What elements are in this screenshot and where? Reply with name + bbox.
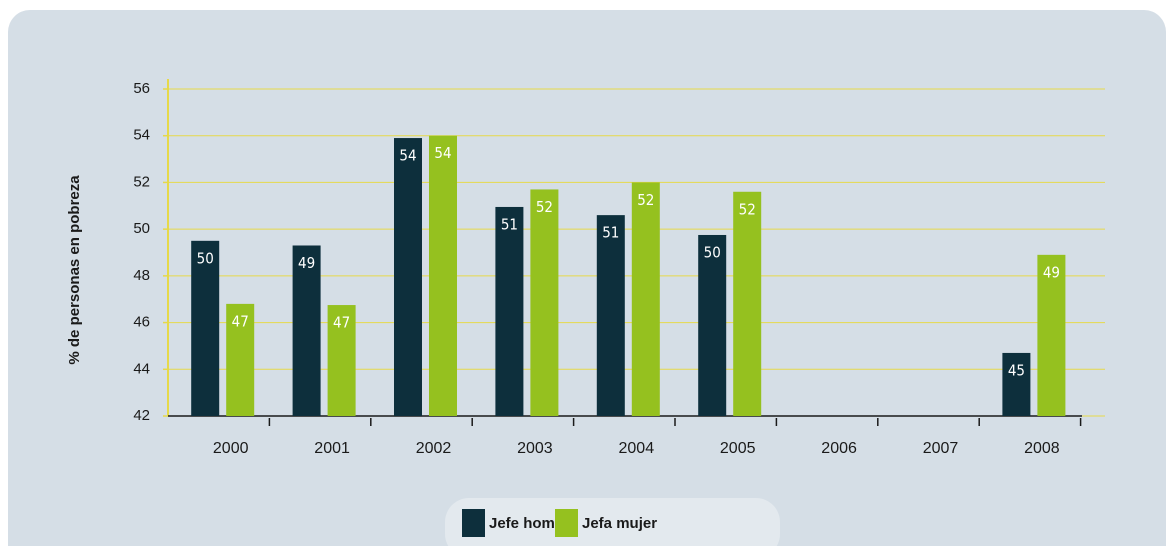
value-label: 54 xyxy=(399,147,416,165)
x-tick-label: 2001 xyxy=(314,440,350,457)
bar xyxy=(631,182,660,416)
value-label: 47 xyxy=(232,312,249,330)
value-label: 52 xyxy=(739,200,756,218)
bar xyxy=(429,135,457,416)
x-tick-label: 2002 xyxy=(416,440,452,457)
bar xyxy=(596,215,625,416)
legend-label: Jefa mujer xyxy=(582,515,657,532)
x-tick-label: 2000 xyxy=(213,440,249,457)
y-tick-label: 42 xyxy=(133,407,150,424)
y-axis-title: % de personas en pobreza xyxy=(66,175,83,365)
y-tick-label: 44 xyxy=(133,360,150,377)
value-label: 50 xyxy=(704,243,721,261)
value-label: 51 xyxy=(602,224,619,242)
legend-swatch xyxy=(462,509,485,537)
bar xyxy=(530,189,559,416)
value-label: 49 xyxy=(1043,263,1060,281)
value-label: 45 xyxy=(1008,361,1025,379)
value-label: 50 xyxy=(197,249,214,267)
bar xyxy=(191,240,220,416)
y-tick-label: 54 xyxy=(133,127,150,144)
bar xyxy=(226,303,255,416)
bar xyxy=(292,245,321,416)
value-label: 49 xyxy=(298,254,315,272)
x-tick-label: 2004 xyxy=(619,440,655,457)
panel xyxy=(8,10,1166,546)
bar xyxy=(394,138,422,417)
value-label: 47 xyxy=(333,314,350,332)
bar xyxy=(1037,254,1066,416)
y-tick-label: 46 xyxy=(133,314,150,331)
y-tick-label: 56 xyxy=(133,80,150,97)
bar xyxy=(495,206,524,416)
legend-swatch xyxy=(555,509,578,537)
value-label: 52 xyxy=(536,198,553,216)
bar xyxy=(1002,352,1031,416)
bar xyxy=(327,305,356,416)
x-tick-label: 2003 xyxy=(517,440,553,457)
value-label: 52 xyxy=(637,191,654,209)
x-tick-label: 2008 xyxy=(1024,440,1060,457)
y-tick-label: 48 xyxy=(133,267,150,284)
y-tick-label: 52 xyxy=(133,173,150,190)
y-tick-label: 50 xyxy=(133,220,150,237)
value-label: 54 xyxy=(434,144,451,162)
bar xyxy=(733,191,762,416)
bar xyxy=(698,234,727,416)
x-tick-label: 2005 xyxy=(720,440,756,457)
legend-box xyxy=(445,498,780,546)
x-tick-label: 2006 xyxy=(821,440,857,457)
x-tick-label: 2007 xyxy=(923,440,959,457)
value-label: 51 xyxy=(501,215,518,233)
